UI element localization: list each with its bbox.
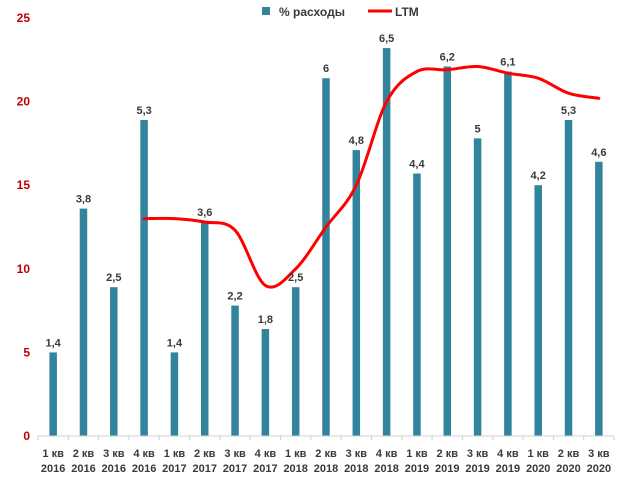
bar-data-label-13: 6,2 <box>440 51 455 63</box>
y-tick-label-2: 10 <box>17 262 31 276</box>
bars <box>49 48 603 437</box>
bar-0 <box>49 352 57 436</box>
bar-11 <box>382 48 391 436</box>
bar-data-label-6: 2,2 <box>227 291 242 303</box>
ltm-line <box>142 64 601 289</box>
bar-5 <box>200 221 209 436</box>
bar-data-label-11: 6,5 <box>379 33 394 45</box>
x-tick-label-year-0: 2016 <box>41 463 65 475</box>
bar-data-label-7: 1,8 <box>258 314 273 326</box>
x-tick-label-year-14: 2019 <box>465 463 489 475</box>
bar-data-label-1: 3,8 <box>76 194 91 206</box>
bar-data-label-3: 5,3 <box>136 105 151 117</box>
bar-data-label-14: 5 <box>475 123 481 135</box>
bar-15 <box>504 71 512 436</box>
y-tick-label-1: 5 <box>23 345 30 359</box>
x-tick-label-year-10: 2018 <box>344 463 368 475</box>
bar-16 <box>534 185 542 436</box>
x-tick-label-quarter-14: 3 кв <box>467 448 489 460</box>
y-tick-label-0: 0 <box>23 429 30 443</box>
x-tick-label-quarter-2: 3 кв <box>103 448 125 460</box>
x-tick-label-year-2: 2016 <box>102 463 126 475</box>
bar-data-label-18: 4,6 <box>591 147 606 159</box>
x-tick-label-year-17: 2020 <box>556 463 580 475</box>
bar-13 <box>443 66 452 436</box>
bar-data-label-4: 1,4 <box>167 337 183 349</box>
bar-7 <box>261 328 270 436</box>
bar-data-label-10: 4,8 <box>349 135 364 147</box>
x-tick-label-year-4: 2017 <box>162 463 186 475</box>
bar-2 <box>110 287 118 436</box>
y-tick-label-4: 20 <box>17 95 31 109</box>
x-tick-label-quarter-9: 2 кв <box>315 448 337 460</box>
x-tick-label-year-3: 2016 <box>132 463 156 475</box>
x-tick-label-year-15: 2019 <box>496 463 520 475</box>
legend-swatch-bar <box>262 7 270 15</box>
x-tick-label-year-1: 2016 <box>71 463 95 475</box>
x-tick-label-quarter-6: 3 кв <box>224 448 246 460</box>
bar-data-label-8: 2,5 <box>288 272 303 284</box>
bar-6 <box>231 305 239 436</box>
bar-labels: 1,4 3,8 2,5 5,3 1,4 3,6 2,2 1,8 2,5 6 4,8 6,5 4,4 6,2… <box>46 33 607 349</box>
x-tick-label-year-13: 2019 <box>435 463 459 475</box>
bar-18 <box>595 161 603 437</box>
bar-17 <box>564 119 573 436</box>
x-tick-label-quarter-11: 4 кв <box>376 448 398 460</box>
x-tick-label-year-7: 2017 <box>253 463 277 475</box>
bar-data-label-5: 3,6 <box>197 207 212 219</box>
x-tick-label-quarter-13: 2 кв <box>437 448 459 460</box>
bar-3 <box>140 119 148 436</box>
x-tick-label-quarter-3: 4 кв <box>133 448 155 460</box>
bar-data-label-0: 1,4 <box>46 337 62 349</box>
x-axis: 1 кв 2016 2 кв 2016 3 кв 2016 4 кв 2016 1 кв 2017… <box>37 435 615 475</box>
y-tick-label-3: 15 <box>17 178 31 192</box>
x-tick-label-quarter-10: 3 кв <box>346 448 368 460</box>
x-tick-label-quarter-0: 1 кв <box>42 448 64 460</box>
x-tick-label-quarter-16: 1 кв <box>527 448 549 460</box>
bar-data-label-17: 5,3 <box>561 105 576 117</box>
bar-12 <box>413 173 421 436</box>
x-tick-label-quarter-5: 2 кв <box>194 448 216 460</box>
bar-4 <box>170 352 179 436</box>
x-tick-label-quarter-8: 1 кв <box>285 448 307 460</box>
bar-14 <box>473 138 482 436</box>
bar-8 <box>291 287 300 436</box>
legend: % расходы LTM <box>262 5 419 19</box>
x-tick-label-quarter-17: 2 кв <box>558 448 580 460</box>
x-tick-label-year-9: 2018 <box>314 463 338 475</box>
x-tick-label-quarter-7: 4 кв <box>255 448 277 460</box>
legend-label-bar: % расходы <box>279 5 345 19</box>
x-tick-label-year-18: 2020 <box>587 463 611 475</box>
x-tick-label-year-16: 2020 <box>526 463 550 475</box>
y-tick-label-5: 25 <box>17 11 31 25</box>
bar-data-label-12: 4,4 <box>409 158 425 170</box>
x-tick-label-quarter-12: 1 кв <box>406 448 428 460</box>
bar-10 <box>352 150 361 436</box>
bar-data-label-2: 2,5 <box>106 272 121 284</box>
x-tick-label-year-11: 2018 <box>374 463 398 475</box>
x-tick-label-quarter-1: 2 кв <box>73 448 95 460</box>
y-axis: 0 5 10 15 20 25 <box>17 11 31 443</box>
bar-1 <box>79 208 88 436</box>
x-tick-label-year-5: 2017 <box>192 463 216 475</box>
bar-data-label-15: 6,1 <box>500 57 515 69</box>
x-tick-label-quarter-18: 3 кв <box>588 448 610 460</box>
bar-9 <box>322 78 330 436</box>
x-tick-label-year-8: 2018 <box>283 463 307 475</box>
x-tick-label-quarter-4: 1 кв <box>164 448 186 460</box>
x-tick-label-year-6: 2017 <box>223 463 247 475</box>
bar-data-label-9: 6 <box>323 63 329 75</box>
x-tick-label-year-12: 2019 <box>405 463 429 475</box>
ltm-series-line <box>142 64 601 289</box>
x-tick-label-quarter-15: 4 кв <box>497 448 519 460</box>
legend-label-line: LTM <box>395 5 419 19</box>
bar-data-label-16: 4,2 <box>531 170 546 182</box>
